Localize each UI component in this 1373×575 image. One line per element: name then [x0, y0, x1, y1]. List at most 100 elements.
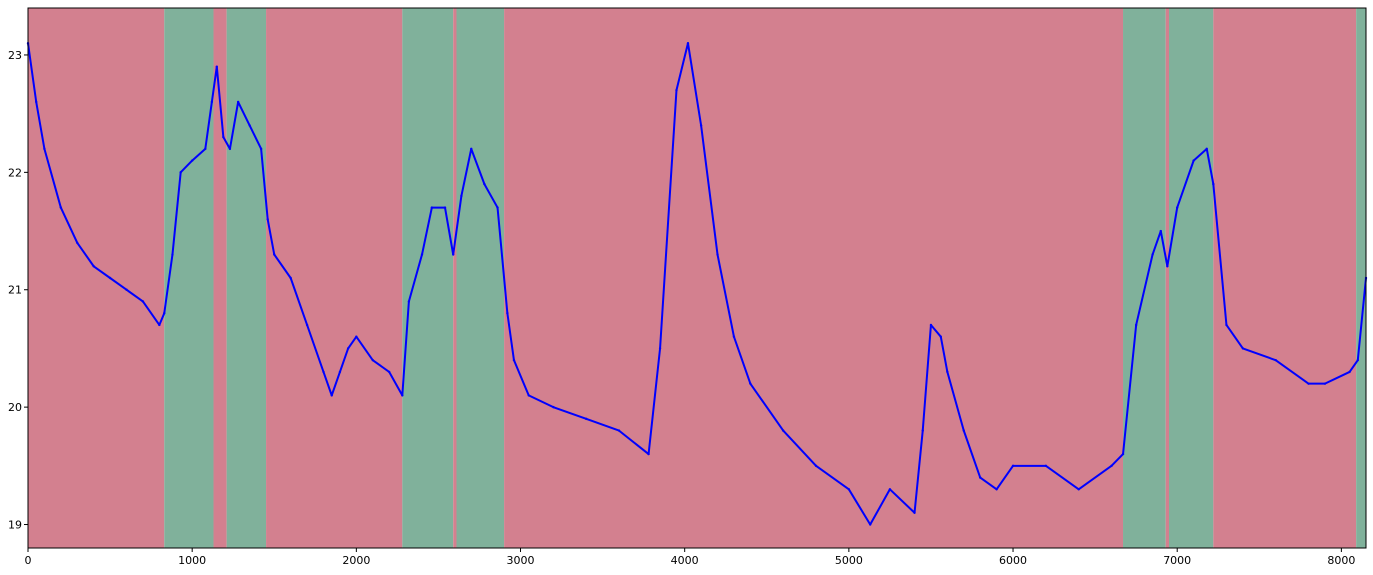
data-point-54 — [716, 253, 719, 256]
data-point-57 — [781, 429, 785, 432]
y-tick-label: 19 — [8, 519, 22, 532]
band-green-13 — [1356, 8, 1366, 548]
data-point-22 — [266, 218, 269, 221]
data-point-29 — [346, 347, 350, 350]
data-point-82 — [1212, 182, 1215, 186]
data-point-55 — [732, 335, 736, 338]
data-point-26 — [322, 370, 325, 374]
data-point-48 — [617, 429, 621, 432]
data-point-84 — [1241, 347, 1245, 350]
data-point-71 — [1044, 464, 1048, 468]
data-point-74 — [1121, 452, 1125, 456]
data-point-9 — [158, 323, 161, 327]
data-point-60 — [869, 523, 872, 526]
band-red-6 — [453, 8, 457, 548]
band-green-11 — [1168, 8, 1214, 548]
band-green-1 — [164, 8, 214, 548]
band-red-2 — [213, 8, 227, 548]
data-point-1 — [35, 100, 38, 104]
data-point-34 — [407, 300, 411, 303]
band-green-3 — [226, 8, 267, 548]
x-axis: 0 1000 2000 3000 4000 5000 6000 7000 8000 — [25, 548, 1355, 567]
data-point-20 — [248, 124, 251, 127]
data-point-66 — [946, 370, 949, 374]
data-point-32 — [387, 370, 391, 374]
data-point-70 — [1011, 464, 1015, 468]
band-red-0 — [28, 8, 165, 548]
data-point-18 — [228, 147, 232, 151]
data-point-7 — [125, 288, 128, 291]
data-point-46 — [552, 405, 555, 409]
data-point-78 — [1166, 265, 1169, 268]
band-red-12 — [1213, 8, 1357, 548]
band-green-5 — [402, 8, 454, 548]
x-tick-label: 4000 — [671, 554, 699, 567]
y-tick-label: 20 — [8, 401, 22, 414]
data-point-14 — [204, 147, 207, 151]
data-point-44 — [512, 358, 516, 362]
series-layer — [26, 42, 1368, 526]
data-point-79 — [1176, 206, 1179, 209]
data-point-6 — [108, 276, 112, 280]
data-point-42 — [496, 206, 499, 209]
data-point-28 — [338, 370, 342, 374]
data-point-65 — [939, 335, 942, 338]
data-point-58 — [814, 464, 818, 468]
data-point-59 — [847, 488, 851, 491]
data-point-86 — [1307, 382, 1310, 385]
x-tick-label: 1000 — [178, 554, 206, 567]
y-axis: 19 20 21 22 23 — [8, 49, 28, 532]
data-point-16 — [215, 65, 218, 68]
band-green-9 — [1123, 8, 1166, 548]
data-point-35 — [420, 253, 424, 256]
y-tick-label: 23 — [8, 49, 22, 62]
data-point-68 — [978, 476, 982, 479]
x-tick-label: 0 — [25, 554, 32, 567]
data-point-10 — [163, 312, 166, 315]
x-tick-label: 2000 — [342, 554, 370, 567]
data-point-13 — [190, 159, 194, 162]
band-red-4 — [266, 8, 403, 548]
data-point-5 — [92, 265, 95, 268]
data-point-17 — [222, 135, 225, 139]
data-point-39 — [460, 194, 463, 198]
data-point-43 — [506, 312, 509, 315]
data-point-41 — [483, 182, 486, 186]
data-point-21 — [259, 147, 263, 151]
data-point-72 — [1077, 488, 1080, 491]
data-point-37 — [443, 206, 447, 209]
data-point-31 — [371, 358, 374, 362]
data-point-38 — [452, 253, 455, 256]
x-tick-label: 3000 — [507, 554, 535, 567]
data-point-47 — [584, 417, 588, 421]
data-point-88 — [1348, 370, 1351, 374]
data-point-2 — [43, 147, 46, 151]
data-point-81 — [1205, 147, 1208, 151]
data-point-12 — [179, 171, 182, 174]
data-point-89 — [1356, 358, 1359, 362]
data-point-27 — [330, 394, 333, 397]
data-point-45 — [527, 394, 530, 397]
data-point-63 — [921, 429, 924, 432]
data-point-80 — [1192, 159, 1195, 162]
data-point-51 — [675, 88, 678, 92]
data-point-67 — [962, 429, 965, 432]
data-point-40 — [470, 147, 473, 151]
data-point-25 — [305, 323, 309, 327]
data-point-83 — [1225, 323, 1228, 327]
band-red-10 — [1165, 8, 1169, 548]
background-bands — [28, 8, 1366, 548]
data-point-50 — [658, 347, 662, 350]
data-point-56 — [749, 382, 752, 385]
plot-border — [27, 7, 1367, 549]
data-point-87 — [1323, 382, 1327, 385]
x-tick-label: 8000 — [1327, 554, 1355, 567]
data-point-30 — [355, 335, 358, 338]
y-tick-label: 21 — [8, 284, 22, 297]
x-tick-label: 5000 — [835, 554, 863, 567]
data-point-3 — [59, 206, 63, 209]
data-point-69 — [995, 488, 998, 491]
data-point-53 — [699, 124, 703, 127]
band-red-8 — [504, 8, 1124, 548]
axes-frame — [27, 7, 1367, 549]
